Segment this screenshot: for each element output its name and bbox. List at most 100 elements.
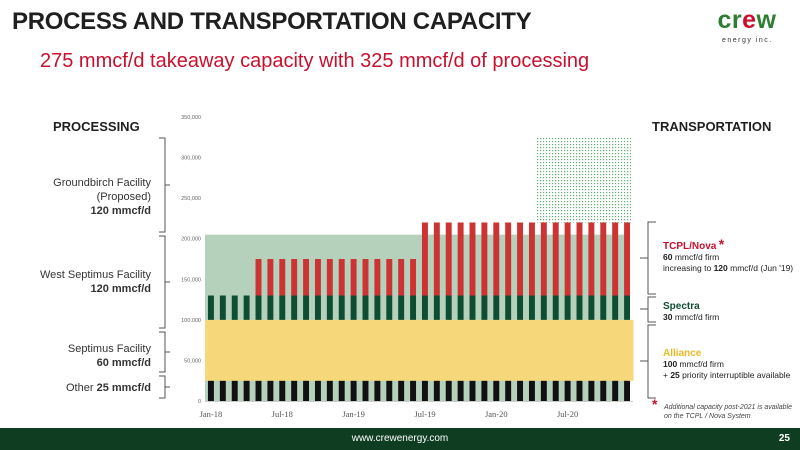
bar-segment	[493, 380, 500, 401]
bar-segment	[552, 295, 559, 320]
septimus-label: Septimus Facility 60 mmcf/d	[67, 343, 151, 369]
slide-title: PROCESS AND TRANSPORTATION CAPACITY	[12, 8, 532, 35]
bar-segment	[469, 222, 476, 296]
slide-subtitle: 275 mmcf/d takeaway capacity with 325 mm…	[40, 50, 590, 72]
bar-segment-alliance	[323, 319, 337, 381]
footnote: * Additional capacity post-2021 is avail…	[652, 396, 793, 420]
bar-segment	[219, 380, 226, 401]
y-tick-label: 100,000	[181, 318, 201, 324]
bar-segment	[374, 380, 381, 401]
bar-segment-alliance	[359, 319, 372, 381]
bar-segment-alliance	[549, 319, 563, 381]
bar-segment	[469, 295, 476, 320]
bar-segment	[255, 380, 262, 401]
bar-segment	[493, 295, 500, 320]
bar-segment-alliance	[347, 319, 361, 381]
bar-segment	[493, 222, 500, 296]
logo-tagline: energy inc.	[722, 37, 773, 44]
transportation-heading: TRANSPORTATION	[652, 119, 772, 134]
groundbirch-label: Groundbirch Facility (Proposed) 120 mmcf…	[53, 177, 151, 217]
footer-url[interactable]: www.crewenergy.com	[351, 433, 449, 444]
bar-segment	[445, 380, 452, 401]
bar-segment	[517, 380, 524, 401]
bar-segment-alliance	[502, 319, 515, 381]
y-tick-label: 0	[198, 399, 201, 405]
bar-segment-alliance	[609, 319, 622, 381]
bar-segment-alliance	[466, 319, 479, 381]
bar-segment	[540, 222, 547, 296]
bar-segment	[374, 295, 381, 320]
bar-segment	[552, 222, 559, 296]
bar-segment	[279, 259, 286, 296]
bar-segment	[207, 380, 214, 401]
bar-segment-alliance	[442, 319, 456, 381]
bar-segment	[528, 295, 535, 320]
bar-segment	[612, 380, 619, 401]
axis-layer: 0 50,000 100,000 150,000 200,000 250,000 300,0…	[181, 115, 633, 419]
bar-segment-alliance	[395, 319, 408, 381]
bar-segment	[564, 222, 571, 296]
bar-segment	[576, 222, 583, 296]
bar-segment-alliance	[526, 319, 539, 381]
bar-segment	[338, 380, 345, 401]
bar-segment	[386, 295, 393, 320]
bar-segment	[386, 259, 393, 296]
bar-segment	[350, 295, 357, 320]
bar-segment	[255, 259, 262, 296]
bar-segment-alliance	[216, 319, 230, 381]
bar-segment	[207, 295, 214, 320]
bar-segment	[528, 222, 535, 296]
bar-segment	[624, 222, 631, 296]
bar-segment	[421, 380, 428, 401]
bar-segment-alliance	[597, 319, 610, 381]
bar-segment-alliance	[537, 319, 551, 381]
bar-segment	[350, 380, 357, 401]
bar-segment	[410, 380, 417, 401]
processing-braces	[159, 137, 170, 399]
bar-segment-alliance	[228, 319, 242, 381]
bar-segment-alliance	[419, 319, 432, 381]
bar-segment	[243, 380, 250, 401]
bar-segment-alliance	[454, 319, 468, 381]
bar-segment	[362, 295, 369, 320]
bar-segment	[624, 380, 631, 401]
bar-layer	[205, 222, 634, 401]
bar-segment	[517, 295, 524, 320]
bar-segment	[410, 259, 417, 296]
x-tick-label: Jul-18	[272, 409, 293, 419]
bar-segment	[243, 295, 250, 320]
bar-segment	[433, 380, 440, 401]
bar-segment	[386, 380, 393, 401]
bar-segment	[433, 295, 440, 320]
bar-segment	[326, 259, 333, 296]
bar-segment	[445, 222, 452, 296]
bar-segment	[528, 380, 535, 401]
bar-segment	[600, 380, 607, 401]
y-tick-label: 200,000	[181, 237, 201, 243]
bar-segment	[433, 222, 440, 296]
bar-segment	[314, 295, 321, 320]
tcpl-nova-label: TCPL/Nova * 60 mmcf/d firm increasing to…	[663, 236, 794, 273]
logo-wordmark: crew	[717, 6, 777, 34]
bar-segment-alliance	[621, 319, 634, 381]
bar-segment	[481, 380, 488, 401]
bar-segment-alliance	[383, 319, 396, 381]
bar-segment	[255, 295, 262, 320]
bar-segment	[374, 259, 381, 296]
x-tick-label: Jan-20	[485, 409, 508, 419]
bar-segment-alliance	[371, 319, 384, 381]
y-tick-label: 250,000	[181, 196, 201, 202]
x-tick-label: Jul-20	[557, 409, 578, 419]
bar-segment	[362, 380, 369, 401]
bar-segment	[410, 295, 417, 320]
bar-segment	[552, 380, 559, 401]
bar-segment	[517, 222, 524, 296]
bar-segment	[326, 380, 333, 401]
bar-segment	[588, 295, 595, 320]
bar-segment	[469, 380, 476, 401]
bar-segment	[279, 380, 286, 401]
bar-segment	[267, 380, 274, 401]
y-tick-label: 50,000	[184, 358, 201, 364]
bar-segment	[421, 295, 428, 320]
